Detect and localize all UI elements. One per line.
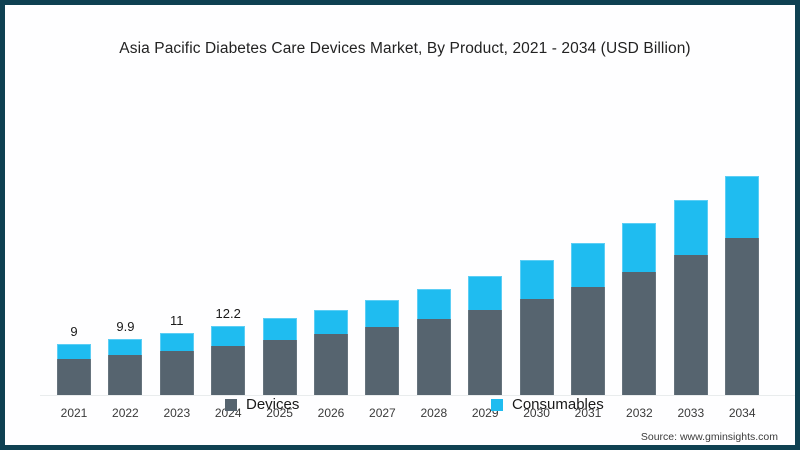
x-axis-tick-2027: 2027 bbox=[369, 406, 396, 420]
chart-title: Asia Pacific Diabetes Care Devices Marke… bbox=[119, 40, 691, 57]
x-axis-tick-2031: 2031 bbox=[574, 406, 602, 420]
bar-segment-consumables[interactable] bbox=[519, 260, 554, 300]
bar-segment-devices[interactable] bbox=[108, 355, 143, 395]
bar-segment-devices[interactable] bbox=[159, 350, 194, 395]
bar-group[interactable] bbox=[416, 288, 451, 395]
bar-group[interactable] bbox=[622, 222, 657, 395]
bar-segment-devices[interactable] bbox=[314, 334, 348, 395]
x-axis-tick-2032: 2032 bbox=[626, 406, 653, 420]
bar-segment-consumables[interactable] bbox=[725, 175, 760, 238]
plot-area: 9 9.9 11 12.2 2021 2022 2023 2024 2025 2026 2027 2… bbox=[40, 70, 795, 420]
bar-segment-devices[interactable] bbox=[365, 327, 400, 395]
bar-value-label: 12.2 bbox=[215, 305, 241, 321]
x-axis-tick-2034: 2034 bbox=[728, 406, 756, 420]
bar-group[interactable]: 9.9 bbox=[108, 319, 143, 395]
bar-segment-consumables[interactable] bbox=[262, 318, 297, 341]
x-axis-tick-2026: 2026 bbox=[317, 406, 345, 420]
x-axis-tick-2033: 2033 bbox=[677, 406, 705, 420]
bar-segment-consumables[interactable] bbox=[673, 200, 708, 256]
chart-canvas: Asia Pacific Diabetes Care Devices Marke… bbox=[10, 10, 795, 445]
legend-swatch-consumables bbox=[491, 398, 503, 411]
bar-segment-consumables[interactable] bbox=[57, 343, 91, 359]
bar-segment-consumables[interactable] bbox=[211, 325, 246, 346]
bar-segment-consumables[interactable] bbox=[468, 275, 503, 310]
bar-group[interactable] bbox=[725, 175, 760, 395]
bar-segment-consumables[interactable] bbox=[159, 332, 194, 351]
bar-segment-devices[interactable] bbox=[519, 299, 554, 395]
bar-group[interactable]: 11 bbox=[159, 313, 194, 395]
bar-segment-devices[interactable] bbox=[416, 319, 451, 395]
bar-value-label: 9.9 bbox=[116, 318, 135, 334]
bar-group[interactable] bbox=[262, 318, 297, 395]
bar-group[interactable] bbox=[571, 243, 605, 395]
legend-label-consumables: Consumables bbox=[512, 396, 604, 413]
bar-segment-devices[interactable] bbox=[673, 255, 708, 395]
bar-group[interactable] bbox=[519, 260, 554, 395]
x-axis-tick-2022: 2022 bbox=[112, 406, 139, 420]
bar-segment-devices[interactable] bbox=[57, 358, 91, 395]
bar-segment-consumables[interactable] bbox=[622, 222, 657, 272]
bar-segment-devices[interactable] bbox=[468, 309, 503, 395]
legend-item-consumables[interactable]: Consumables bbox=[491, 396, 604, 413]
chart-legend: Devices Consumables bbox=[10, 396, 795, 418]
bar-group[interactable] bbox=[314, 309, 348, 395]
x-axis-tick-2021: 2021 bbox=[60, 406, 88, 420]
x-axis-tick-2023: 2023 bbox=[163, 406, 191, 420]
bar-segment-devices[interactable] bbox=[725, 237, 760, 395]
bar-segment-consumables[interactable] bbox=[416, 288, 451, 320]
axis-baseline bbox=[40, 395, 795, 396]
bar-segment-devices[interactable] bbox=[211, 345, 246, 395]
x-axis-tick-2028: 2028 bbox=[420, 406, 448, 420]
bar-value-label: 11 bbox=[170, 312, 184, 328]
bar-group[interactable] bbox=[673, 200, 708, 395]
legend-swatch-devices bbox=[225, 398, 237, 411]
x-axis-tick-2030: 2030 bbox=[523, 406, 550, 420]
bar-segment-consumables[interactable] bbox=[365, 300, 400, 328]
bar-segment-devices[interactable] bbox=[571, 286, 605, 395]
bar-group[interactable] bbox=[365, 300, 400, 395]
bar-segment-devices[interactable] bbox=[262, 340, 297, 395]
bar-segment-consumables[interactable] bbox=[314, 309, 348, 335]
x-axis-tick-2025: 2025 bbox=[266, 406, 293, 420]
bar-segment-devices[interactable] bbox=[622, 271, 657, 395]
legend-label-devices: Devices bbox=[246, 396, 300, 413]
source-attribution: Source: www.gminsights.com bbox=[640, 431, 778, 443]
legend-item-devices[interactable]: Devices bbox=[225, 396, 299, 413]
bar-group[interactable] bbox=[468, 275, 503, 395]
bar-group[interactable]: 12.2 bbox=[211, 306, 246, 395]
bar-group[interactable]: 9 bbox=[57, 324, 91, 395]
bar-segment-consumables[interactable] bbox=[108, 338, 143, 356]
bar-value-label: 9 bbox=[70, 323, 78, 339]
bar-segment-consumables[interactable] bbox=[571, 243, 605, 287]
